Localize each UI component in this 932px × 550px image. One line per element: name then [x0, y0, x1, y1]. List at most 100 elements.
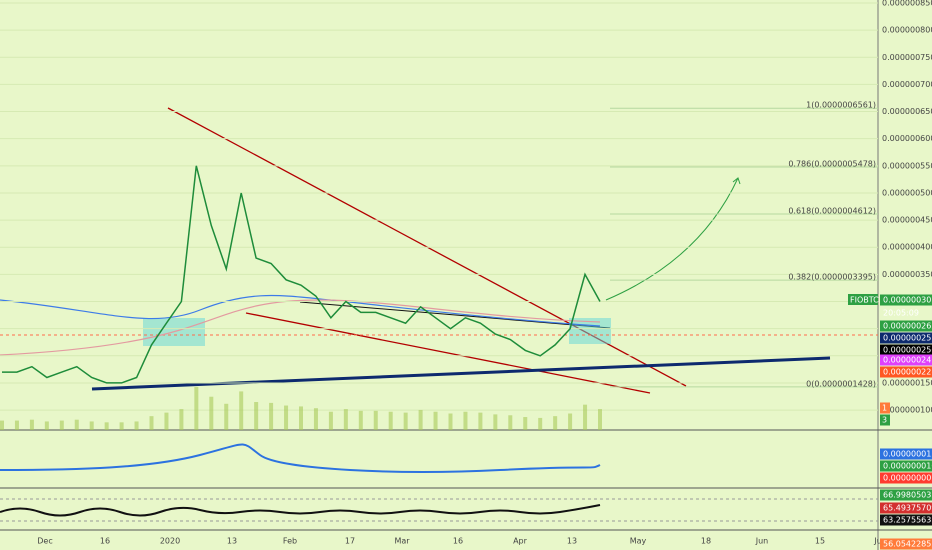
symbol-bg — [848, 294, 878, 305]
price-tag-bg — [880, 320, 932, 332]
volume-bar — [493, 414, 498, 430]
volume-bar — [44, 421, 49, 430]
y-tick-label: 0.0000006500 — [882, 107, 932, 116]
x-tick-label: May — [630, 537, 647, 546]
fib-label: 0.618(0.0000004612) — [788, 207, 876, 216]
highlight-box — [569, 318, 611, 344]
volume-tag: 3 — [882, 416, 887, 425]
macd-line — [0, 443, 601, 473]
price-tag-bg — [880, 332, 932, 344]
y-tick-label: 0.0000005000 — [882, 188, 932, 197]
price-tag-bg — [880, 366, 932, 378]
volume-bar — [104, 422, 109, 430]
arrow-head — [732, 177, 741, 185]
volume-bar — [284, 405, 289, 430]
projection-arrow — [605, 177, 739, 301]
x-tick-label: 18 — [701, 537, 711, 546]
volume-bar — [358, 410, 363, 430]
y-tick-label: 0.0000003500 — [882, 270, 932, 279]
x-tick-label: 13 — [567, 537, 577, 546]
osc-tag-bg — [880, 502, 932, 514]
volume-bar — [538, 417, 543, 430]
y-tick-label: 0.0000005500 — [882, 161, 932, 170]
macd-tag: 0.0000000020 — [883, 474, 932, 483]
volume-bar — [448, 413, 453, 430]
osc-tag-bg — [880, 489, 932, 501]
volume-bar — [553, 416, 558, 430]
macd-tag-bg — [880, 460, 932, 472]
osc-tag: 65.4937570942 — [883, 504, 932, 513]
y-tick-label: 0.0000004500 — [882, 216, 932, 225]
y-tick-label: 0.0000007000 — [882, 80, 932, 89]
volume-bar — [239, 391, 244, 430]
price-tag-bg — [880, 344, 932, 356]
volume-bar — [568, 413, 573, 430]
volume-bar — [523, 417, 528, 430]
volume-bar — [388, 411, 393, 430]
macd-tag-bg — [880, 472, 932, 484]
volume-tag-bg — [880, 414, 890, 426]
volume-bar — [269, 402, 274, 430]
volume-bar — [373, 410, 378, 430]
volume-bar — [74, 419, 79, 430]
volume-bar — [0, 420, 4, 430]
x-tick-label: Ju — [873, 537, 881, 546]
volume-bar — [224, 403, 229, 430]
x-tick-label: 15 — [815, 537, 825, 546]
x-tick-label: 17 — [345, 537, 355, 546]
y-tick-label: 0.0000004000 — [882, 243, 932, 252]
volume-bar — [14, 420, 19, 430]
trendline — [245, 312, 651, 394]
fib-label: 0.786(0.0000005478) — [788, 160, 876, 169]
volume-bar — [343, 409, 348, 430]
osc-tag-bg — [880, 514, 932, 526]
volume-bar — [119, 422, 124, 430]
moving-average — [0, 294, 601, 327]
x-tick-label: Dec — [37, 537, 52, 546]
osc-tag: 56.0542285295 — [883, 540, 932, 549]
price-tag-bg — [880, 354, 932, 366]
fib-label: 0.382(0.0000003395) — [788, 273, 876, 282]
fib-label: 1(0.0000006561) — [806, 101, 876, 110]
volume-bar — [478, 412, 483, 430]
x-tick-label: 16 — [100, 537, 110, 546]
price-tag: 0.0000002626 — [883, 322, 932, 331]
symbol: FIOBTC — [850, 296, 879, 305]
y-tick-label: 0.0000001500 — [882, 378, 932, 387]
x-tick-label: Mar — [394, 537, 410, 546]
volume-tag: 1 — [882, 404, 887, 413]
price-tag: 0.0000002286 — [883, 368, 932, 377]
volume-bar — [254, 402, 259, 430]
volume-bar — [508, 415, 513, 430]
moving-average — [0, 299, 601, 356]
osc-tag-bg — [880, 538, 932, 550]
volume-bar — [463, 411, 468, 430]
volume-bar — [134, 421, 139, 430]
plot-bg — [0, 0, 878, 550]
volume-bar — [209, 396, 214, 430]
price-line — [2, 165, 601, 384]
volume-bar — [59, 420, 64, 430]
price-tag: 20:05:09 — [883, 309, 919, 318]
volume-bar — [313, 408, 318, 430]
volume-bar — [164, 412, 169, 430]
volume-bar — [179, 409, 184, 430]
volume-bar — [29, 419, 34, 430]
macd-tag-bg — [880, 448, 932, 460]
osc-tag: 63.2575563332 — [883, 516, 932, 525]
x-tick-label: 16 — [453, 537, 463, 546]
x-tick-label: 13 — [227, 537, 237, 546]
support-line — [91, 356, 831, 391]
oscillator-line — [0, 504, 601, 517]
volume-bar — [403, 412, 408, 430]
volume-bar — [299, 406, 303, 430]
volume-bar — [583, 404, 588, 430]
volume-bar — [328, 411, 333, 430]
price-tag-bg — [880, 294, 932, 306]
volume-bar — [418, 409, 423, 430]
volume-bar — [89, 421, 94, 430]
price-tag: 0.0000002508 — [883, 346, 932, 355]
volume-bar — [194, 386, 199, 430]
y-tick-label: 0.0000008000 — [882, 26, 932, 35]
